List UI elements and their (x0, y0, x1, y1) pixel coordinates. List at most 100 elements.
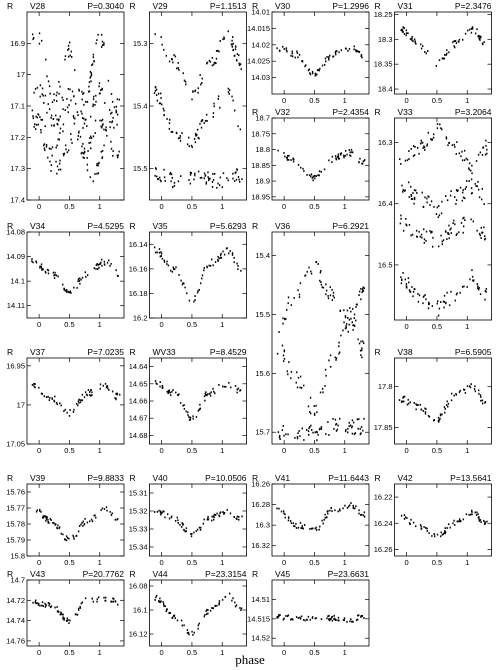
data-point (477, 513, 479, 516)
data-point (91, 597, 93, 600)
data-point (108, 259, 110, 262)
data-point (198, 288, 201, 291)
data-point (164, 516, 166, 519)
data-point (197, 624, 199, 627)
data-point (308, 411, 311, 413)
data-point (411, 198, 414, 200)
data-point (197, 627, 199, 630)
y-tick-label: 14.515 (247, 614, 270, 623)
y-tick-label: 14.7 (10, 576, 25, 585)
data-point (110, 147, 113, 150)
data-point (86, 163, 89, 166)
x-tick-label: 0 (160, 446, 164, 455)
data-point (201, 274, 204, 277)
data-point (480, 521, 482, 523)
data-point (234, 605, 237, 608)
data-point (334, 356, 336, 359)
data-point (424, 51, 426, 53)
data-point (311, 72, 314, 75)
data-point (70, 133, 72, 135)
data-point (79, 401, 82, 404)
data-point (452, 522, 454, 525)
data-point (315, 74, 317, 76)
data-point (179, 139, 182, 142)
data-point (95, 42, 97, 45)
data-point (426, 530, 429, 532)
data-point (430, 200, 433, 203)
data-point (191, 146, 193, 149)
data-point (237, 268, 239, 271)
data-point (454, 524, 456, 526)
data-point (194, 141, 197, 144)
data-point (286, 370, 288, 373)
data-point (290, 54, 292, 57)
data-point (63, 152, 66, 155)
data-point (68, 414, 71, 417)
data-point (95, 94, 97, 97)
data-point (97, 264, 99, 266)
band-label: R (375, 347, 381, 357)
data-point (52, 118, 55, 120)
data-point (161, 384, 164, 387)
data-point (295, 616, 298, 618)
data-point (338, 157, 341, 160)
data-point (165, 54, 168, 57)
data-point (159, 511, 162, 514)
data-point (466, 385, 469, 388)
data-point (64, 109, 66, 112)
data-point (361, 356, 363, 359)
data-point (105, 129, 107, 132)
data-point (105, 506, 108, 509)
data-point (48, 108, 51, 111)
y-tick-label: 18.95 (251, 192, 270, 201)
data-point (331, 615, 334, 618)
data-point (402, 271, 404, 274)
data-point (432, 136, 435, 139)
data-point (32, 261, 34, 264)
data-point (69, 290, 72, 293)
data-point (311, 177, 314, 179)
y-tick-label: 17.85 (374, 423, 393, 432)
data-point (176, 67, 178, 70)
data-point (324, 57, 327, 60)
data-point (327, 295, 329, 297)
data-point (419, 403, 421, 406)
data-point (297, 56, 299, 59)
data-point (334, 418, 337, 421)
data-point (328, 57, 330, 60)
data-point (448, 304, 451, 307)
data-point (199, 74, 201, 76)
data-point (227, 179, 229, 182)
data-point (428, 532, 430, 535)
data-point (283, 617, 285, 620)
data-point (193, 631, 195, 634)
data-point (325, 283, 327, 286)
data-point (90, 394, 92, 397)
data-point (301, 525, 303, 527)
data-point (65, 148, 67, 151)
data-point (459, 389, 461, 392)
data-point (174, 519, 177, 522)
data-point (333, 296, 335, 299)
data-point (213, 105, 215, 108)
data-point (443, 301, 446, 303)
data-point (448, 141, 451, 144)
data-point (90, 518, 93, 521)
data-point (111, 390, 114, 393)
data-point (99, 262, 102, 265)
data-point (282, 322, 284, 325)
data-point (335, 158, 338, 161)
data-point (352, 507, 355, 510)
data-point (90, 72, 93, 75)
data-point (463, 388, 465, 391)
data-point (310, 175, 312, 178)
data-point (59, 115, 61, 118)
x-tick-label: 0.5 (432, 446, 442, 455)
y-tick-label: 16.1 (133, 606, 148, 615)
data-point (90, 73, 93, 76)
data-point (300, 387, 303, 389)
data-point (464, 392, 467, 394)
data-point (206, 613, 208, 616)
